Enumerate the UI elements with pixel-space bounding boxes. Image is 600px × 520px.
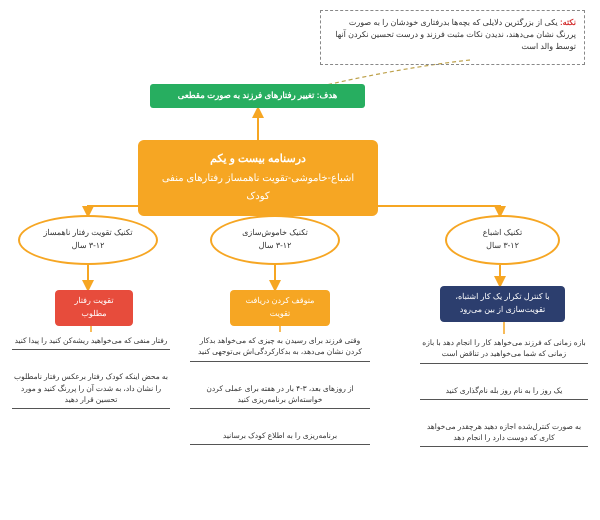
tag-ext-text: متوقف کردن دریافت تقویت <box>246 296 315 318</box>
steps-incompatible: رفتار منفی که می‌خواهید ریشه‌کن کنید را … <box>12 332 170 427</box>
step-item: رفتار منفی که می‌خواهید ریشه‌کن کنید را … <box>12 332 170 350</box>
tag-extinction: متوقف کردن دریافت تقویت <box>230 290 330 326</box>
steps-extinction: وقتی فرزند برای رسیدن به چیزی که می‌خواه… <box>190 332 370 463</box>
goal-box: هدف: تغییر رفتارهای فرزند به صورت مقطعی <box>150 84 365 108</box>
ellipse-sat-sub: ۳-۱۲ سال <box>486 240 519 253</box>
main-title1: درسنامه بیست و یکم <box>152 150 364 170</box>
tip-text: یکی از بزرگترین دلایلی که بچه‌ها بدرفتار… <box>335 18 576 51</box>
ellipse-incomp-title: تکنیک تقویت رفتار ناهمساز <box>43 227 132 240</box>
main-title2: اشباع-خاموشی-تقویت ناهمساز رفتارهای منفی… <box>152 170 364 206</box>
tag-sat-text: با کنترل تکرار یک کار اشتباه، تقویت‌سازی… <box>455 292 549 314</box>
steps-saturation: بازه زمانی که فرزند می‌خواهد کار را انجا… <box>420 334 588 465</box>
tag-saturation: با کنترل تکرار یک کار اشتباه، تقویت‌سازی… <box>440 286 565 322</box>
ellipse-incompatible: تکنیک تقویت رفتار ناهمساز ۳-۱۲ سال <box>18 215 158 265</box>
step-item: وقتی فرزند برای رسیدن به چیزی که می‌خواه… <box>190 332 370 362</box>
ellipse-ext-sub: ۳-۱۲ سال <box>259 240 292 253</box>
step-item: به صورت کنترل‌شده اجازه دهید هرچقدر می‌خ… <box>420 418 588 448</box>
step-item: به محض اینکه کودک رفتار برعکس رفتار نامط… <box>12 368 170 409</box>
ellipse-incomp-sub: ۳-۱۲ سال <box>72 240 105 253</box>
ellipse-ext-title: تکنیک خاموش‌سازی <box>242 227 308 240</box>
goal-text: هدف: تغییر رفتارهای فرزند به صورت مقطعی <box>178 90 338 100</box>
step-item: بازه زمانی که فرزند می‌خواهد کار را انجا… <box>420 334 588 364</box>
step-item: برنامه‌ریزی را به اطلاع کودک برسانید <box>190 427 370 445</box>
main-box: درسنامه بیست و یکم اشباع-خاموشی-تقویت نا… <box>138 140 378 216</box>
tip-label: نکته: <box>560 18 576 27</box>
ellipse-sat-title: تکنیک اشباع <box>483 227 522 240</box>
tag-incomp-text: تقویت رفتار مطلوب <box>74 296 113 318</box>
tip-box: نکته: یکی از بزرگترین دلایلی که بچه‌ها ب… <box>320 10 585 65</box>
ellipse-extinction: تکنیک خاموش‌سازی ۳-۱۲ سال <box>210 215 340 265</box>
ellipse-saturation: تکنیک اشباع ۳-۱۲ سال <box>445 215 560 265</box>
step-item: از روزهای بعد، ۳-۴ بار در هفته برای عملی… <box>190 380 370 410</box>
step-item: یک روز را به نام روز بله نام‌گذاری کنید <box>420 382 588 400</box>
tag-incompatible: تقویت رفتار مطلوب <box>55 290 133 326</box>
